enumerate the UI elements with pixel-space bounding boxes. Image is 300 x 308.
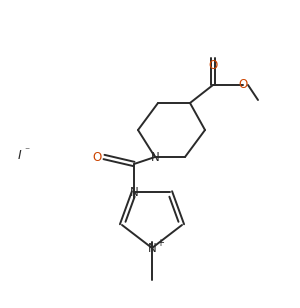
Text: N: N [148,241,156,254]
Text: ⁻: ⁻ [24,146,30,156]
Text: O: O [238,78,247,91]
Text: O: O [208,59,217,71]
Text: I: I [18,148,22,161]
Text: N: N [130,185,138,198]
Text: O: O [92,151,102,164]
Text: +: + [156,238,164,248]
Text: N: N [151,151,159,164]
